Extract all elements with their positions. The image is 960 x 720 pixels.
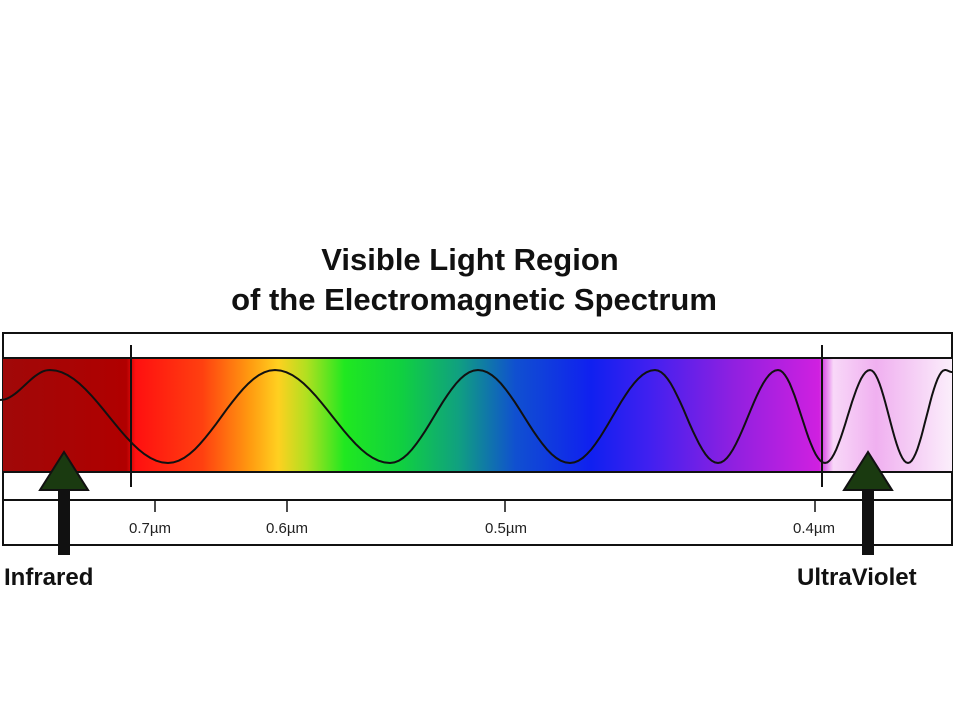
scale-ticks [154,500,816,512]
label-ultraviolet: UltraViolet [797,564,917,591]
arrow-ultraviolet [842,450,894,555]
scale-label: 0.4µm [793,520,835,537]
scale-label: 0.5µm [485,520,527,537]
arrow-infrared [38,450,90,555]
label-infrared: Infrared [4,564,93,591]
wave [0,368,952,465]
scale-label: 0.6µm [266,520,308,537]
spectrum-band [3,358,952,472]
scale-label: 0.7µm [129,520,171,537]
title-line-2: of the Electromagnetic Spectrum [231,282,717,317]
title-line-1: Visible Light Region [321,242,618,277]
